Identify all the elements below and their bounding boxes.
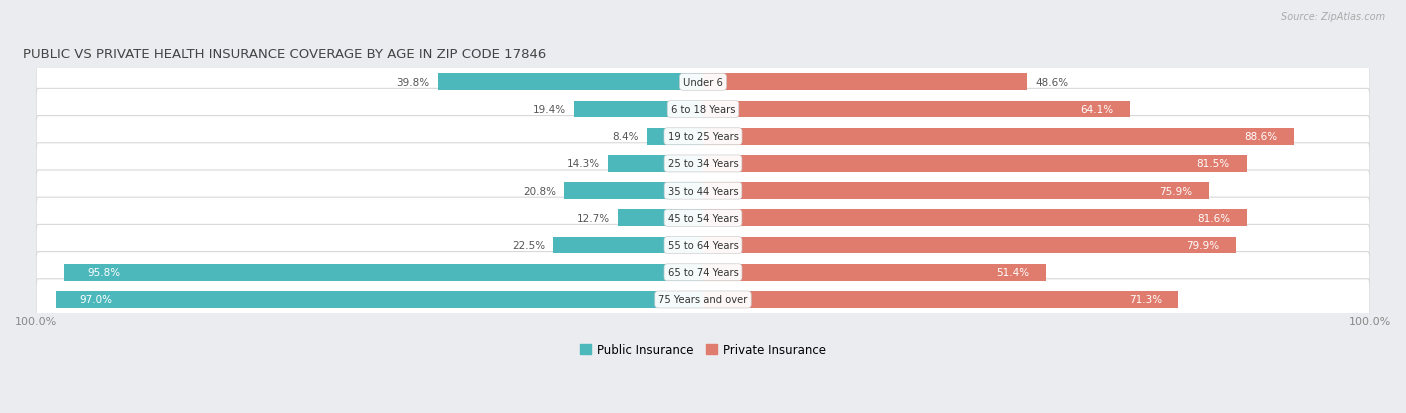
Text: 39.8%: 39.8%	[396, 78, 430, 88]
Bar	[703, 291, 1178, 308]
Text: 8.4%: 8.4%	[613, 132, 638, 142]
Text: 19 to 25 Years: 19 to 25 Years	[668, 132, 738, 142]
Bar	[56, 291, 703, 308]
FancyBboxPatch shape	[37, 279, 1369, 320]
FancyBboxPatch shape	[37, 171, 1369, 212]
Text: 20.8%: 20.8%	[523, 186, 557, 196]
Bar	[703, 101, 1130, 118]
Bar	[564, 183, 703, 199]
Text: 75.9%: 75.9%	[1160, 186, 1192, 196]
Bar	[607, 156, 703, 173]
Text: 75 Years and over: 75 Years and over	[658, 295, 748, 305]
Bar	[553, 237, 703, 254]
Text: 65 to 74 Years: 65 to 74 Years	[668, 268, 738, 278]
Text: 14.3%: 14.3%	[567, 159, 599, 169]
FancyBboxPatch shape	[37, 198, 1369, 239]
Text: 51.4%: 51.4%	[995, 268, 1029, 278]
Text: 12.7%: 12.7%	[578, 214, 610, 223]
Text: 25 to 34 Years: 25 to 34 Years	[668, 159, 738, 169]
Text: 45 to 54 Years: 45 to 54 Years	[668, 214, 738, 223]
Text: 71.3%: 71.3%	[1129, 295, 1161, 305]
Bar	[703, 237, 1236, 254]
Bar	[619, 210, 703, 227]
Text: 95.8%: 95.8%	[87, 268, 121, 278]
Bar	[703, 156, 1247, 173]
Text: PUBLIC VS PRIVATE HEALTH INSURANCE COVERAGE BY AGE IN ZIP CODE 17846: PUBLIC VS PRIVATE HEALTH INSURANCE COVER…	[22, 48, 546, 61]
FancyBboxPatch shape	[37, 116, 1369, 157]
Text: 81.6%: 81.6%	[1198, 214, 1230, 223]
Text: 22.5%: 22.5%	[512, 240, 546, 250]
Bar	[574, 101, 703, 118]
Text: 19.4%: 19.4%	[533, 105, 565, 115]
Text: 81.5%: 81.5%	[1197, 159, 1230, 169]
Bar	[65, 264, 703, 281]
Text: 88.6%: 88.6%	[1244, 132, 1277, 142]
FancyBboxPatch shape	[37, 62, 1369, 103]
Text: 35 to 44 Years: 35 to 44 Years	[668, 186, 738, 196]
Bar	[703, 264, 1046, 281]
Bar	[703, 183, 1209, 199]
Legend: Public Insurance, Private Insurance: Public Insurance, Private Insurance	[575, 339, 831, 361]
Bar	[437, 74, 703, 91]
Text: Under 6: Under 6	[683, 78, 723, 88]
FancyBboxPatch shape	[37, 143, 1369, 185]
Text: 79.9%: 79.9%	[1187, 240, 1219, 250]
FancyBboxPatch shape	[37, 225, 1369, 266]
Text: 55 to 64 Years: 55 to 64 Years	[668, 240, 738, 250]
FancyBboxPatch shape	[37, 89, 1369, 131]
Bar	[647, 128, 703, 145]
Text: 6 to 18 Years: 6 to 18 Years	[671, 105, 735, 115]
Bar	[703, 210, 1247, 227]
Text: 64.1%: 64.1%	[1081, 105, 1114, 115]
Bar	[703, 128, 1294, 145]
Text: Source: ZipAtlas.com: Source: ZipAtlas.com	[1281, 12, 1385, 22]
FancyBboxPatch shape	[37, 252, 1369, 293]
Text: 48.6%: 48.6%	[1035, 78, 1069, 88]
Text: 97.0%: 97.0%	[80, 295, 112, 305]
Bar	[703, 74, 1028, 91]
